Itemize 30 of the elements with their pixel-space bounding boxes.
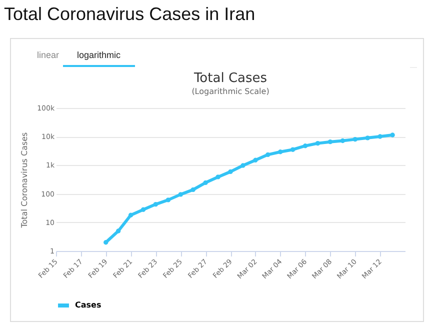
point bbox=[290, 147, 296, 152]
point bbox=[216, 174, 220, 180]
chart-title: Total Cases bbox=[192, 71, 268, 86]
point bbox=[116, 228, 121, 234]
point bbox=[190, 187, 196, 192]
point bbox=[365, 136, 370, 140]
point bbox=[128, 212, 134, 218]
point bbox=[278, 150, 283, 154]
point bbox=[140, 207, 146, 212]
point bbox=[153, 202, 158, 207]
point bbox=[302, 144, 308, 148]
chart-subtitle: (Logarithmic Scale) bbox=[192, 87, 270, 96]
point bbox=[352, 136, 358, 142]
point bbox=[328, 139, 333, 144]
point bbox=[266, 152, 270, 157]
point bbox=[203, 180, 208, 186]
point bbox=[166, 198, 171, 202]
text: linear bbox=[36, 50, 60, 60]
text: Total Coronavirus Cases in Iran bbox=[4, 4, 256, 25]
point bbox=[253, 158, 258, 162]
point bbox=[178, 192, 183, 197]
point bbox=[378, 134, 382, 139]
y-axis-title: Total Coronavirus Cases bbox=[20, 132, 30, 229]
point bbox=[240, 163, 246, 168]
point bbox=[315, 140, 320, 146]
point bbox=[228, 169, 233, 174]
legend-label: Cases bbox=[75, 300, 102, 310]
point bbox=[104, 240, 108, 245]
text: logarithmic bbox=[63, 50, 135, 67]
point bbox=[390, 132, 395, 138]
